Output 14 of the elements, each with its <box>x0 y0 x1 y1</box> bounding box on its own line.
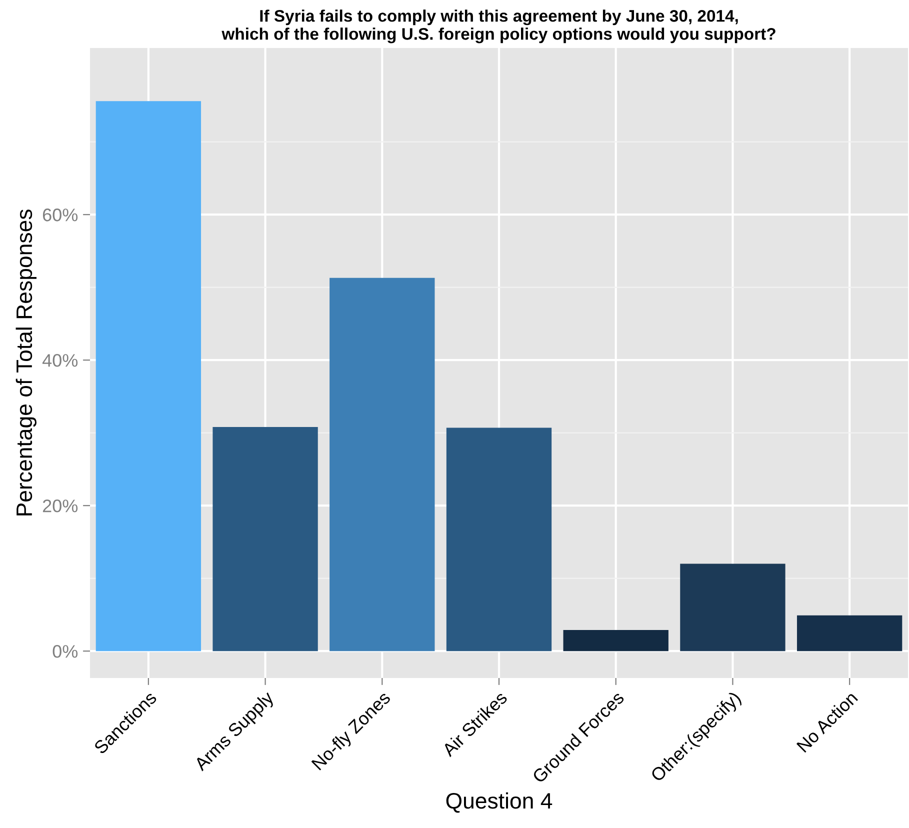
bar <box>330 278 435 652</box>
y-axis-title: Percentage of Total Responses <box>16 210 36 516</box>
y-tick-label: 20% <box>42 500 78 512</box>
bar <box>796 615 902 652</box>
bar <box>96 101 202 652</box>
bar <box>446 428 552 652</box>
bar <box>212 427 318 652</box>
chart-title: If Syria fails to comply with this agreement by June 30, 2014, which of the following U.S. foreign policy options would you support? <box>222 10 776 44</box>
y-tick-label: 0% <box>52 645 78 658</box>
y-tick-label: 40% <box>42 354 78 367</box>
x-axis-title: Question 4 <box>446 792 552 813</box>
y-tick-label: 60% <box>42 208 78 222</box>
bar <box>563 630 668 652</box>
bar <box>680 564 786 652</box>
